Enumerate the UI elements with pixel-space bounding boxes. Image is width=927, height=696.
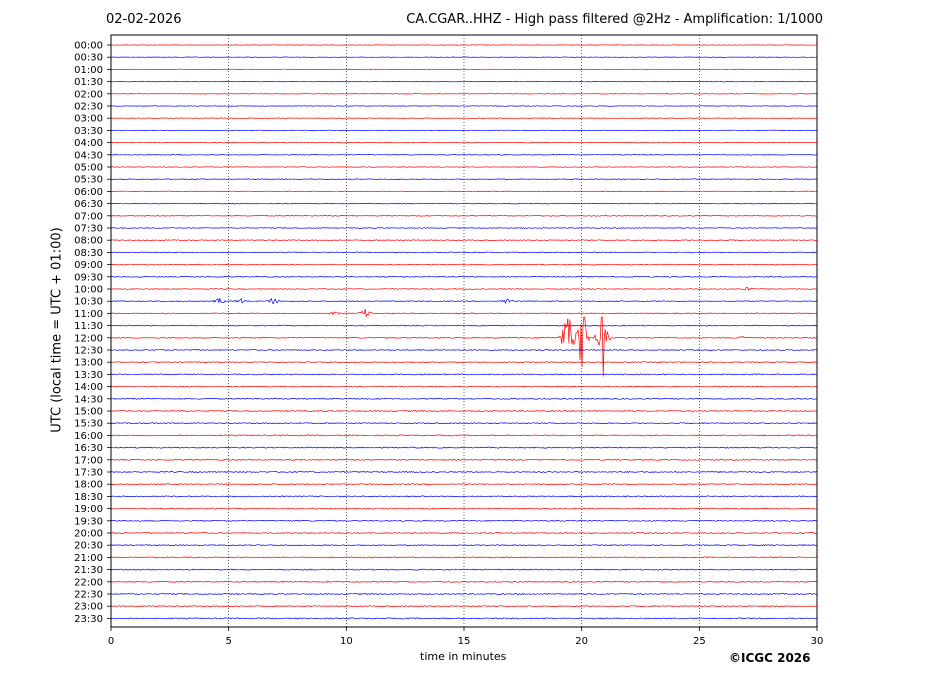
row-label: 04:30 (74, 150, 103, 161)
row-label: 06:30 (74, 199, 103, 210)
row-label: 23:30 (74, 614, 103, 625)
trace-line-1230 (110, 349, 818, 351)
row-label: 08:00 (74, 236, 103, 247)
x-ticks-group: 0 5 10 15 20 25 30 (108, 627, 824, 647)
x-tick-label: 5 (225, 636, 231, 647)
row-label: 05:30 (74, 175, 103, 186)
trace-line-1030 (111, 297, 818, 305)
row-label: 10:30 (74, 297, 103, 308)
plot-frame (110, 34, 818, 628)
row-label: 19:30 (74, 516, 103, 527)
x-tick-label: 25 (693, 636, 706, 647)
row-label: 02:00 (74, 89, 103, 100)
trace-line-0100 (110, 68, 818, 71)
row-label: 16:00 (74, 431, 103, 442)
row-label: 17:30 (74, 468, 103, 479)
x-tick-label: 0 (108, 636, 114, 647)
date-label: 02-02-2026 (106, 12, 182, 27)
row-label: 11:00 (74, 309, 103, 320)
row-label: 19:00 (74, 504, 103, 515)
row-label: 16:30 (74, 443, 103, 454)
row-label: 13:00 (74, 358, 103, 369)
x-tick-label: 10 (340, 636, 353, 647)
trace-line-1730 (110, 471, 817, 473)
row-label: 18:30 (74, 492, 103, 503)
trace-line-1830 (110, 495, 818, 498)
trace-line-1630 (110, 446, 818, 449)
trace-line-1930 (110, 519, 818, 522)
trace-line-0300 (110, 117, 818, 119)
chart-title: CA.CGAR..HHZ - High pass filtered @2Hz -… (406, 12, 823, 27)
row-label: 14:30 (74, 394, 103, 405)
row-label: 23:00 (74, 602, 103, 613)
copyright-label: ©ICGC 2026 (729, 651, 811, 665)
traces-group (110, 44, 818, 620)
trace-line-1700 (110, 458, 818, 461)
trace-line-0930 (111, 275, 818, 278)
row-label: 08:30 (74, 248, 103, 259)
row-label: 11:30 (74, 321, 103, 332)
trace-line-1800 (110, 483, 818, 486)
row-label: 22:00 (74, 577, 103, 588)
row-label: 03:00 (74, 114, 103, 125)
row-label: 15:00 (74, 407, 103, 418)
row-label: 09:30 (74, 272, 103, 283)
row-label: 13:30 (74, 370, 103, 381)
row-label: 00:30 (74, 53, 103, 64)
trace-line-1600 (110, 434, 818, 437)
y-axis-label: UTC (local time = UTC + 01:00) (49, 227, 65, 433)
trace-line-1130 (111, 324, 818, 327)
row-label: 01:30 (74, 77, 103, 88)
row-label: 07:30 (74, 224, 103, 235)
row-label: 06:00 (74, 187, 103, 198)
x-tick-label: 20 (575, 636, 588, 647)
trace-line-0900 (110, 263, 818, 266)
trace-line-0130 (110, 80, 817, 83)
grid-group (228, 35, 700, 627)
row-label: 12:30 (74, 346, 103, 357)
row-label: 10:00 (74, 285, 103, 296)
trace-line-0400 (110, 141, 817, 144)
x-tick-label: 30 (811, 636, 824, 647)
row-label: 14:00 (74, 382, 103, 393)
trace-line-0030 (111, 56, 818, 58)
row-label: 02:30 (74, 102, 103, 113)
trace-line-2330 (110, 617, 817, 620)
x-tick-label: 15 (458, 636, 471, 647)
row-label: 09:00 (74, 260, 103, 271)
x-axis-label: time in minutes (420, 650, 507, 663)
row-label: 00:00 (74, 41, 103, 52)
trace-line-0330 (110, 129, 817, 132)
row-label: 17:00 (74, 455, 103, 466)
trace-line-0200 (110, 93, 818, 95)
row-label: 15:30 (74, 419, 103, 430)
row-label: 18:00 (74, 480, 103, 491)
row-label: 22:30 (74, 590, 103, 601)
row-label: 07:00 (74, 211, 103, 222)
row-label: 01:00 (74, 65, 103, 76)
row-label: 05:00 (74, 163, 103, 174)
row-label: 12:00 (74, 333, 103, 344)
trace-line-0430 (110, 154, 818, 156)
row-label: 20:30 (74, 541, 103, 552)
trace-line-0830 (110, 251, 818, 254)
trace-line-1900 (110, 507, 817, 510)
trace-line-1100 (110, 308, 818, 317)
row-label: 21:30 (74, 565, 103, 576)
trace-line-0230 (110, 105, 818, 107)
row-label: 21:00 (74, 553, 103, 564)
trace-line-1000 (110, 286, 818, 292)
row-label: 03:30 (74, 126, 103, 137)
row-label: 20:00 (74, 529, 103, 540)
row-label: 04:00 (74, 138, 103, 149)
